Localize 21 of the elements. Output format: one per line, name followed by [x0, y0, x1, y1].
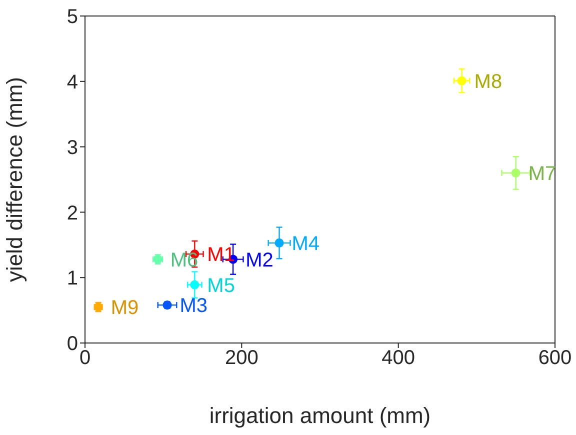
series-label: M3 — [180, 295, 208, 318]
point — [511, 168, 520, 178]
y-tick-label: 4 — [66, 72, 78, 94]
x-axis-title: irrigation amount (mm) — [209, 403, 431, 428]
x-tick-label: 200 — [224, 347, 258, 370]
y-tick-label: 2 — [66, 202, 78, 224]
y-axis-title: yield difference (mm) — [2, 77, 27, 282]
series-label: M5 — [207, 274, 235, 297]
series-label: M2 — [246, 249, 274, 272]
y-tick-label: 0 — [66, 333, 78, 356]
point — [274, 238, 284, 248]
y-tick-label: 1 — [66, 268, 78, 290]
series-label: M4 — [292, 233, 320, 256]
point — [457, 76, 466, 86]
series-label: M9 — [110, 297, 139, 320]
x-tick-label: 400 — [382, 347, 416, 370]
y-tick-label: 3 — [66, 136, 78, 159]
x-tick-label: 600 — [538, 347, 572, 370]
series-label: M8 — [474, 70, 502, 93]
point — [190, 280, 200, 290]
y-tick-label: 5 — [66, 6, 78, 28]
